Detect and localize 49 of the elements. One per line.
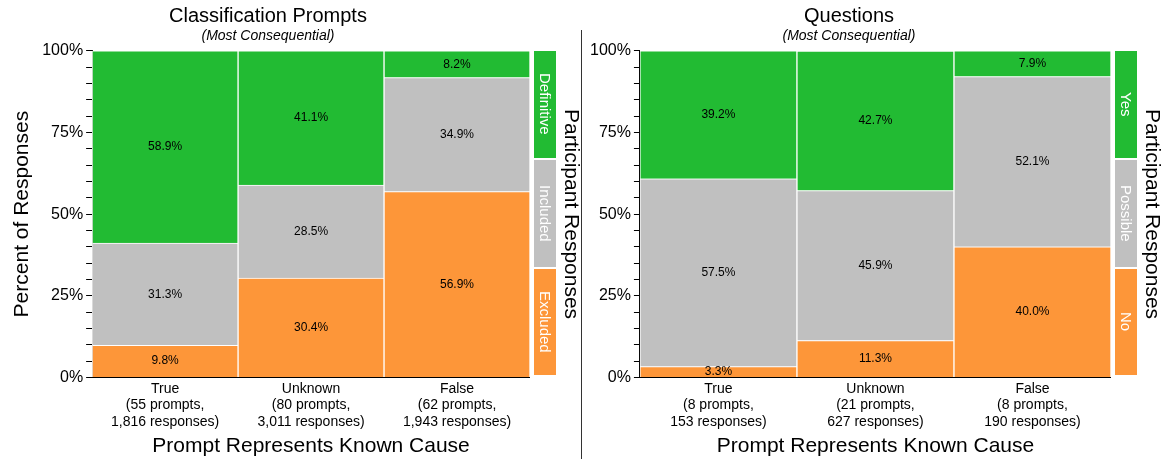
y-tick-label: 25% [51,286,84,304]
data-label: 56.9% [440,276,475,291]
data-label: 7.9% [1018,56,1047,71]
legend-title: Participant Responses [1141,108,1164,322]
x-tick-label: Unknown (21 prompts, 627 responses) [827,379,924,430]
y-tick-label: 0% [60,367,84,385]
data-label: 28.5% [294,223,329,238]
data-label: 40.0% [1015,304,1050,319]
data-label: 45.9% [858,257,893,272]
chart-subtitle: (Most Consequential) [782,27,916,44]
data-label: 9.8% [151,353,180,368]
data-label: 30.4% [294,319,329,334]
text: Yes [1117,91,1135,117]
data-label: 34.9% [440,126,475,141]
x-tick-label: False (62 prompts, 1,943 responses) [402,379,512,430]
chart-title: Questions [803,3,895,26]
y-tick-label: 75% [51,122,84,140]
x-axis-title: Prompt Represents Known Cause [716,433,1035,457]
data-label: 42.7% [858,113,893,128]
text: Included [536,184,554,242]
x-tick-label: Unknown (80 prompts, 3,011 responses) [257,379,365,430]
chart-subtitle: (Most Consequential) [201,27,335,44]
y-axis-title: Percent of Responses [9,110,33,318]
text: Excluded [536,291,554,353]
data-label: 8.2% [443,56,472,71]
x-axis-title: Prompt Represents Known Cause [152,433,470,457]
y-tick-label: 25% [598,286,631,304]
legend-title: Participant Responses [560,108,584,322]
y-tick-label: 100% [590,41,631,59]
data-label: 11.3% [858,351,893,366]
text: No [1117,312,1135,332]
data-label: 57.5% [701,265,736,280]
y-tick-label: 50% [51,204,84,222]
data-label: 31.3% [148,286,183,301]
y-tick-label: 100% [42,41,84,59]
chart-title: Classification Prompts [169,3,367,26]
data-label: 41.1% [294,110,329,125]
data-label: 39.2% [701,107,736,122]
data-label: 52.1% [1015,153,1050,168]
data-label: 58.9% [148,139,183,154]
x-tick-label: True (8 prompts, 153 responses) [670,379,767,430]
x-tick-label: False (8 prompts, 190 responses) [984,379,1081,430]
y-tick-label: 0% [607,367,631,385]
text: Definitive [536,73,554,136]
y-tick-label: 75% [598,122,631,140]
text: Possible [1117,184,1135,242]
y-tick-label: 50% [598,204,631,222]
data-label: 3.3% [704,364,733,379]
x-tick-label: True (55 prompts, 1,816 responses) [111,379,220,430]
